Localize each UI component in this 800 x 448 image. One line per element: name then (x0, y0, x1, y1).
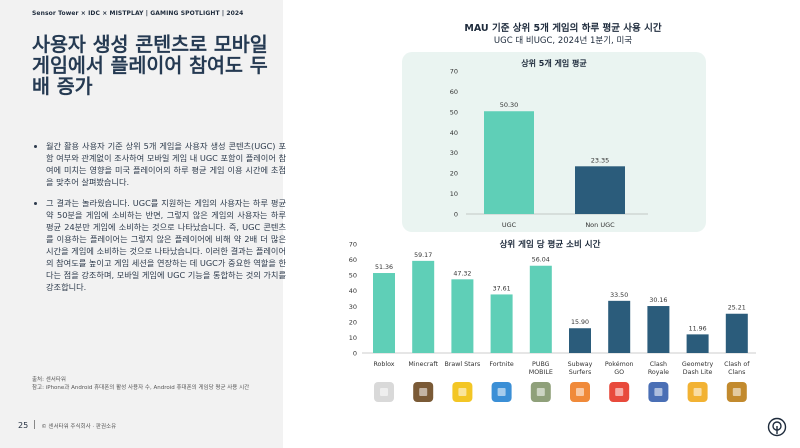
bar (686, 334, 709, 353)
footnotes: 출처: 센서타워 참고: iPhone과 Android 휴대폰의 활성 사용자… (32, 376, 277, 392)
icon-tile (413, 382, 434, 402)
data-label: 30.16 (649, 297, 667, 304)
sensor-tower-logo-icon (767, 417, 787, 437)
y-tick-label: 0 (353, 350, 357, 358)
page-number: 25 (18, 421, 29, 430)
data-label: 59.17 (414, 252, 432, 259)
pokemon-go-icon (609, 382, 630, 402)
x-tick-label: GO (614, 369, 624, 376)
fortnite-icon (491, 382, 512, 402)
x-tick-label: Roblox (373, 361, 394, 368)
x-tick-label: Brawl Stars (444, 361, 480, 368)
icon-tile (687, 382, 708, 402)
x-tick-label: Pokémon (605, 360, 634, 368)
bullet-item: 월간 활용 사용자 기준 상위 5개 게임을 사용자 생성 콘텐츠(UGC) 포… (46, 140, 286, 188)
x-tick-label: Subway (568, 361, 593, 368)
x-tick-label: Royale (648, 369, 669, 376)
x-tick-label: MOBILE (529, 369, 553, 376)
footer-divider (34, 420, 36, 429)
data-label: 33.50 (610, 292, 628, 299)
icon-glyph (380, 388, 388, 396)
y-tick-label: 10 (349, 334, 357, 342)
y-tick-label: 40 (349, 287, 357, 295)
brawl-stars-icon (452, 382, 473, 402)
footer: 25 © 센서타워 주식회사 · 판권소유 (18, 420, 116, 430)
y-tick-label: 50 (349, 272, 357, 280)
icon-tile (648, 382, 669, 402)
icon-glyph (732, 388, 741, 396)
x-tick-label: Dash Lite (683, 369, 713, 376)
icon-tile (609, 382, 630, 402)
icon-glyph (419, 388, 428, 396)
bar (608, 300, 631, 353)
data-label: 47.32 (453, 270, 471, 277)
page-title: 사용자 생성 콘텐츠로 모바일 게임에서 플레이어 참여도 두 배 증가 (32, 33, 268, 98)
minecraft-icon (413, 382, 434, 402)
bullet-list: 월간 활용 사용자 기준 상위 5개 게임을 사용자 생성 콘텐츠(UGC) 포… (32, 140, 286, 302)
chart1-subtitle: UGC 대 비UGC, 2024년 1분기, 미국 (493, 36, 633, 46)
chart1-background (402, 52, 706, 232)
clash-of-clans-icon (726, 382, 747, 402)
x-tick-label: Clash of (724, 361, 750, 368)
y-tick-label: 20 (349, 318, 357, 326)
x-tick-label: PUBG (532, 361, 550, 368)
y-tick-label: 60 (349, 256, 357, 264)
geometry-dash-lite-icon (687, 382, 708, 402)
icon-glyph (536, 388, 545, 396)
icon-glyph (458, 388, 467, 396)
x-tick-label: Surfers (569, 369, 592, 376)
y-tick-label: 70 (349, 241, 357, 249)
bar (529, 265, 552, 353)
data-label: 37.61 (493, 285, 511, 292)
icon-glyph (576, 388, 584, 396)
bar (725, 313, 748, 353)
bar (569, 328, 591, 353)
chart2-title: 상위 게임 당 평균 소비 시간 (500, 239, 601, 250)
bar (451, 279, 474, 353)
roblox-icon (374, 382, 394, 402)
bullet-item: 그 결과는 놀라웠습니다. UGC를 지원하는 게임의 사용자는 하루 평균 약… (46, 197, 286, 293)
bar (490, 294, 513, 353)
clash-royale-icon (648, 382, 669, 402)
y-tick-label: 30 (349, 303, 357, 311)
x-tick-label: Clash (650, 361, 667, 368)
x-tick-label: Minecraft (408, 361, 438, 368)
icon-glyph (497, 388, 506, 396)
source-note: 출처: 센서타워 (32, 377, 66, 383)
copyright: © 센서타워 주식회사 · 판권소유 (41, 424, 117, 430)
icon-tile (570, 382, 590, 402)
data-label: 15.90 (571, 319, 589, 326)
subway-surfers-icon (570, 382, 590, 402)
data-label: 56.04 (532, 257, 550, 264)
data-label: 11.96 (689, 325, 707, 332)
header-tag: Sensor Tower × IDC × MISTPLAY | GAMING S… (32, 10, 244, 17)
icon-tile (374, 382, 394, 402)
icon-glyph (693, 388, 702, 396)
x-tick-label: Fortnite (489, 361, 514, 368)
icon-glyph (615, 388, 624, 396)
x-tick-label: Clans (728, 369, 745, 376)
pubg-mobile-icon (530, 382, 551, 402)
data-label: 51.36 (375, 264, 393, 271)
bar (647, 306, 670, 353)
icon-tile (452, 382, 473, 402)
chart1-title: MAU 기준 상위 5개 게임의 하루 평균 사용 시간 (464, 23, 662, 34)
reference-note: 참고: iPhone과 Android 휴대폰의 활성 사용자 수, Andro… (32, 385, 250, 391)
bar (373, 273, 395, 353)
bar (412, 260, 435, 353)
icon-tile (530, 382, 551, 402)
icon-tile (726, 382, 747, 402)
left-panel (0, 0, 283, 448)
icon-glyph (654, 388, 663, 396)
x-tick-label: Geometry (682, 361, 714, 368)
icon-tile (491, 382, 512, 402)
data-label: 25.21 (728, 305, 746, 312)
